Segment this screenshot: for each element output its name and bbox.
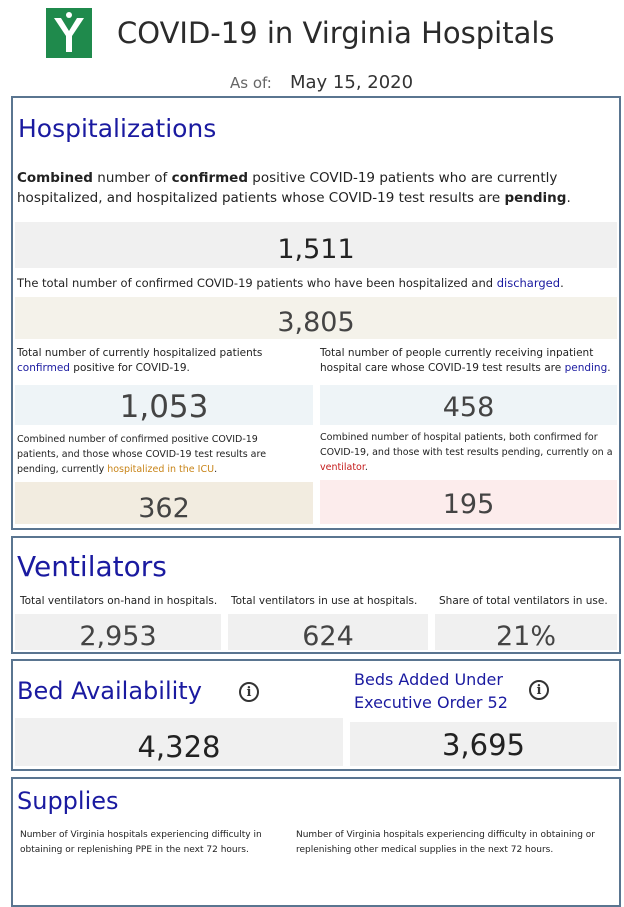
confirmed-word: confirmed [17, 362, 70, 374]
ventilator-patients-label-end: . [364, 462, 368, 473]
vent-share-label: Share of total ventilators in use. [439, 595, 608, 607]
icu-label-end: . [214, 464, 218, 475]
confirmed-box: 1,053 [15, 385, 313, 425]
beds-added-heading-line1: Beds Added Under [354, 670, 503, 689]
beds-added-info-icon[interactable]: i [529, 680, 549, 700]
bed-availability-box: 4,328 [15, 718, 343, 766]
supplies-other-label: Number of Virginia hospitals experiencin… [296, 830, 595, 855]
discharged-label-text: The total number of confirmed COVID-19 p… [17, 276, 497, 290]
vent-share-box: 21% [435, 614, 617, 650]
vent-inuse-label: Total ventilators in use at hospitals. [231, 595, 418, 607]
vent-onhand-value: 2,953 [79, 621, 157, 652]
bed-availability-value: 4,328 [137, 730, 221, 764]
hospitalizations-heading: Hospitalizations [18, 114, 217, 143]
supplies-ppe-label: Number of Virginia hospitals experiencin… [20, 830, 262, 855]
beds-added-heading-line2: Executive Order 52 [354, 693, 508, 712]
pending-label-text: Total number of people currently receivi… [320, 347, 594, 374]
pending-label-end: . [607, 362, 611, 374]
vent-onhand-label: Total ventilators on-hand in hospitals. [20, 595, 218, 607]
icu-label: Combined number of confirmed positive CO… [17, 432, 297, 477]
ventilators-heading: Ventilators [17, 550, 167, 583]
pending-box: 458 [320, 385, 617, 425]
vent-onhand-box: 2,953 [15, 614, 221, 650]
combined-hospitalized-box: 1,511 [15, 222, 617, 268]
pending-word: pending [564, 362, 608, 374]
ventilator-patients-label-text: Combined number of hospital patients, bo… [320, 432, 613, 458]
beds-added-value: 3,695 [441, 728, 526, 762]
ventilator-patients-value: 195 [442, 489, 495, 520]
icu-word: hospitalized in the ICU [107, 464, 215, 475]
intro-text-b: positive COVID-19 patients who are curre… [17, 170, 558, 206]
ventilator-patients-label: Combined number of hospital patients, bo… [320, 430, 618, 475]
vhha-logo [46, 8, 92, 58]
intro-text-a: number of [92, 170, 172, 186]
icu-value: 362 [138, 493, 190, 524]
vent-inuse-box: 624 [228, 614, 428, 650]
confirmed-label-end: positive for COVID-19. [69, 362, 190, 374]
bed-availability-info-icon[interactable]: i [239, 682, 259, 702]
bed-availability-heading: Bed Availability [17, 677, 202, 705]
vent-inuse-value: 624 [302, 621, 354, 652]
icu-box: 362 [15, 482, 313, 524]
as-of-label: As of: [230, 74, 272, 92]
confirmed-value: 1,053 [119, 389, 209, 425]
discharged-value: 3,805 [277, 307, 355, 338]
intro-confirmed: confirmed [171, 170, 249, 186]
combined-hospitalized-value: 1,511 [277, 234, 355, 265]
pending-value: 458 [442, 392, 495, 423]
discharged-label-end: . [560, 276, 564, 290]
intro-pending: pending [504, 190, 567, 206]
ventilator-patients-box: 195 [320, 480, 617, 524]
supplies-heading: Supplies [17, 787, 119, 815]
page-title: COVID-19 in Virginia Hospitals [117, 16, 555, 50]
discharged-box: 3,805 [15, 297, 617, 339]
as-of-date: May 15, 2020 [290, 72, 414, 93]
intro-text-c: . [566, 190, 571, 206]
hospitalizations-intro: Combined number of confirmed positive CO… [17, 168, 577, 208]
ventilator-word: ventilator [320, 462, 365, 473]
vent-share-value: 21% [495, 621, 556, 652]
pending-label: Total number of people currently receivi… [320, 346, 616, 376]
discharged-word: discharged [496, 276, 561, 290]
confirmed-label: Total number of currently hospitalized p… [17, 346, 287, 376]
icu-label-text: Combined number of confirmed positive CO… [17, 434, 267, 475]
confirmed-label-text: Total number of currently hospitalized p… [17, 347, 263, 359]
beds-added-box: 3,695 [350, 722, 617, 766]
discharged-label: The total number of confirmed COVID-19 p… [17, 276, 617, 291]
intro-combined: Combined [17, 170, 93, 186]
